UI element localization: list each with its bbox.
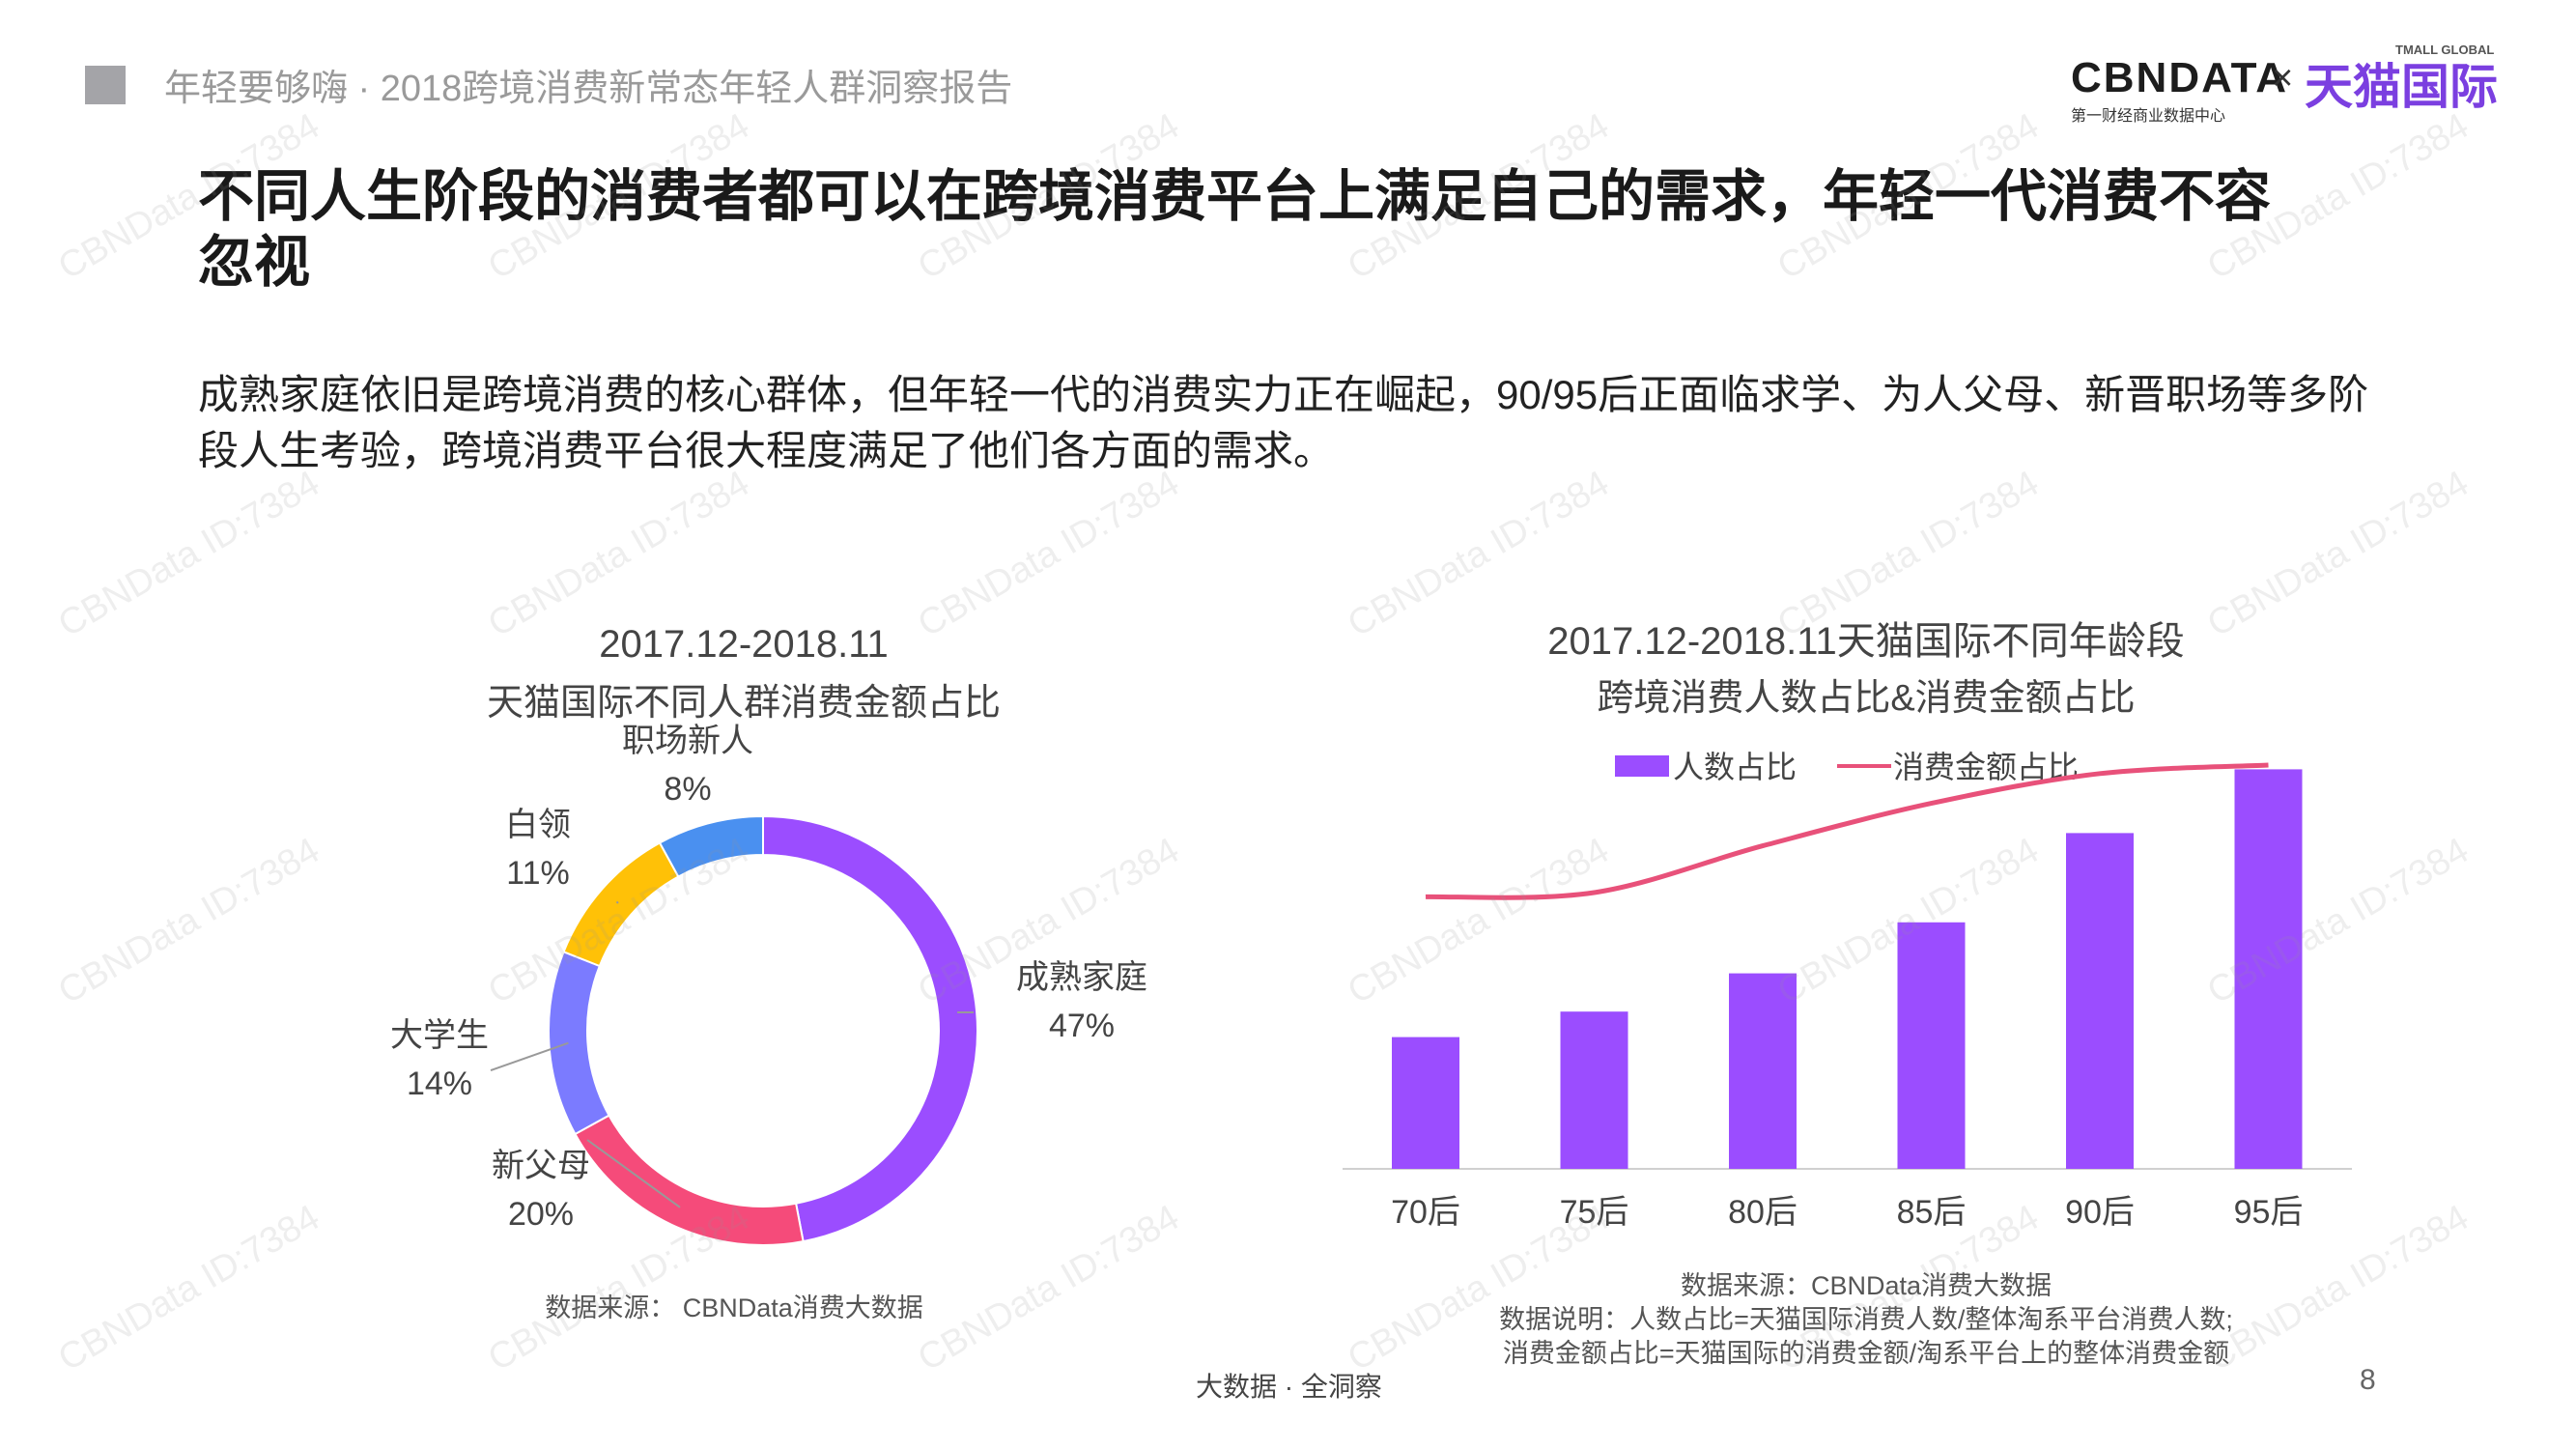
cbndata-logo-text: CBNDATA bbox=[2071, 54, 2288, 101]
page-number: 8 bbox=[2360, 1364, 2376, 1396]
legend-bar-swatch bbox=[1615, 755, 1669, 777]
bar-80后 bbox=[1729, 973, 1797, 1169]
donut-label-新父母: 新父母 bbox=[492, 1148, 590, 1184]
donut-label-白领: 白领 bbox=[505, 807, 571, 843]
cbndata-logo-subtitle: 第一财经商业数据中心 bbox=[2071, 108, 2226, 125]
x-tick-85后: 85后 bbox=[1897, 1194, 1967, 1231]
tmall-global-logo-small: TMALL GLOBAL bbox=[2395, 43, 2495, 57]
x-tick-90后: 90后 bbox=[2065, 1194, 2135, 1231]
bar-title-line1: 2017.12-2018.11天猫国际不同年龄段 bbox=[1547, 620, 2185, 663]
donut-slice-职场新人 bbox=[658, 814, 764, 878]
donut-value-成熟家庭: 47% bbox=[1049, 1008, 1115, 1044]
header-square-icon bbox=[85, 66, 126, 104]
bar-70后 bbox=[1392, 1037, 1459, 1169]
x-tick-95后: 95后 bbox=[2234, 1194, 2304, 1231]
donut-title-line2: 天猫国际不同人群消费金额占比 bbox=[487, 683, 1001, 724]
bar-title-line2: 跨境消费人数占比&消费金额占比 bbox=[1597, 678, 2135, 719]
bar-85后 bbox=[1897, 922, 1966, 1169]
donut-label-职场新人: 职场新人 bbox=[622, 723, 753, 759]
bar-95后 bbox=[2234, 769, 2303, 1169]
bar-90后 bbox=[2066, 833, 2134, 1169]
leader-line-白领 bbox=[615, 900, 619, 904]
bar-note-line2: 消费金额占比=天猫国际的消费金额/淘系平台上的整体消费金额 bbox=[1503, 1339, 2229, 1368]
brand-logo: CBNDATA 第一财经商业数据中心 × 天猫国际 TMALL GLOBAL bbox=[2067, 43, 2498, 129]
x-tick-80后: 80后 bbox=[1728, 1194, 1798, 1231]
legend-bar-label: 人数占比 bbox=[1673, 750, 1797, 784]
donut-value-新父母: 20% bbox=[508, 1196, 574, 1233]
bar-source: 数据来源：CBNData消费大数据 bbox=[1681, 1271, 2052, 1300]
donut-value-职场新人: 8% bbox=[664, 771, 711, 808]
bar-line-chart: 2017.12-2018.11天猫国际不同年龄段 跨境消费人数占比&消费金额占比… bbox=[1343, 620, 2352, 1368]
leader-line-新父母 bbox=[586, 1139, 681, 1208]
bar-75后 bbox=[1560, 1011, 1628, 1169]
donut-chart: 2017.12-2018.11 天猫国际不同人群消费金额占比 成熟家庭 47% 新父… bbox=[390, 623, 1147, 1322]
intro-paragraph: 成熟家庭依旧是跨境消费的核心群体，但年轻一代的消费实力正在崛起，90/95后正面… bbox=[198, 372, 2369, 473]
logo-times-sign: × bbox=[2272, 58, 2294, 99]
x-tick-70后: 70后 bbox=[1391, 1194, 1460, 1231]
page-title: 不同人生阶段的消费者都可以在跨境消费平台上满足自己的需求，年轻一代消费不容忽视 bbox=[198, 165, 2272, 294]
leader-line-大学生 bbox=[490, 1041, 569, 1071]
donut-slice-大学生 bbox=[548, 950, 610, 1136]
donut-title-line1: 2017.12-2018.11 bbox=[599, 623, 889, 666]
donut-slice-成熟家庭 bbox=[762, 814, 978, 1243]
line-series-消费金额占比 bbox=[1425, 762, 2269, 900]
footer-slogan: 大数据 · 全洞察 bbox=[1196, 1372, 1382, 1402]
tmall-global-logo-text: 天猫国际 bbox=[2305, 60, 2498, 114]
donut-source: 数据来源： CBNData消费大数据 bbox=[545, 1293, 923, 1322]
bar-note-line1: 数据说明：人数占比=天猫国际消费人数/整体淘系平台消费人数; bbox=[1499, 1305, 2233, 1334]
donut-value-白领: 11% bbox=[506, 855, 570, 892]
donut-label-成熟家庭: 成熟家庭 bbox=[1016, 959, 1147, 996]
report-title: 年轻要够嗨 · 2018跨境消费新常态年轻人群洞察报告 bbox=[164, 69, 1013, 109]
donut-slice-新父母 bbox=[574, 1114, 805, 1246]
donut-value-大学生: 14% bbox=[407, 1065, 472, 1102]
x-tick-75后: 75后 bbox=[1560, 1194, 1629, 1231]
donut-label-大学生: 大学生 bbox=[390, 1017, 489, 1054]
donut-slice-白领 bbox=[562, 841, 680, 968]
